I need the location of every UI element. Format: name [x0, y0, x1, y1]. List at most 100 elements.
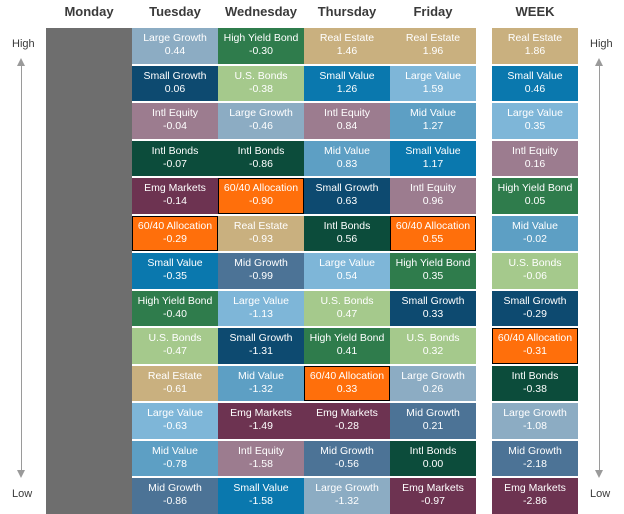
cell-asset-name: 60/40 Allocation	[137, 219, 213, 232]
cell-week-8: 60/40 Allocation -0.31	[492, 328, 578, 364]
cell-asset-name: Large Value	[147, 407, 203, 419]
cell-asset-name: Intl Bonds	[151, 144, 199, 157]
cell-asset-name: High Yield Bond	[309, 332, 385, 344]
cell-thursday-1: Small Value 1.26	[304, 65, 390, 101]
cell-wednesday-2: Large Growth -0.46	[218, 103, 304, 139]
cell-asset-name: 60/40 Allocation	[223, 182, 299, 194]
cell-value: -0.38	[249, 82, 273, 95]
cell-thursday-7: U.S. Bonds 0.47	[304, 290, 390, 326]
cell-value: 0.47	[336, 307, 358, 320]
cell-friday-10: Mid Growth 0.21	[390, 403, 476, 439]
cell-wednesday-1: U.S. Bonds -0.38	[218, 65, 304, 101]
cell-value: 0.56	[336, 232, 358, 245]
cell-tuesday-4: Emg Markets -0.14	[132, 178, 218, 214]
cell-value: -0.46	[249, 120, 273, 132]
cell-value: 0.16	[524, 157, 546, 170]
cell-asset-name: U.S. Bonds	[320, 294, 374, 307]
cell-asset-name: Large Growth	[143, 32, 207, 44]
cell-asset-name: Mid Growth	[234, 257, 288, 269]
cell-wednesday-4: 60/40 Allocation -0.90	[218, 178, 304, 214]
cell-value: 1.17	[422, 157, 444, 170]
cell-friday-12: Emg Markets -0.97	[390, 478, 476, 514]
cell-week-3: Intl Equity 0.16	[492, 140, 578, 176]
low-label-left: Low	[12, 488, 33, 500]
cell-value: -1.13	[249, 307, 273, 320]
cell-friday-2: Mid Value 1.27	[390, 103, 476, 139]
cell-week-4: High Yield Bond 0.05	[492, 178, 578, 214]
cell-value: -2.18	[523, 457, 547, 470]
cell-asset-name: Large Value	[233, 294, 289, 307]
cell-asset-name: Large Growth	[401, 369, 465, 382]
cell-week-0: Real Estate 1.86	[492, 28, 578, 64]
cell-asset-name: Mid Growth	[406, 407, 460, 419]
cell-asset-name: Intl Bonds	[511, 369, 559, 382]
cell-wednesday-12: Small Value -1.58	[218, 478, 304, 514]
cell-thursday-5: Intl Bonds 0.56	[304, 215, 390, 251]
cell-value: -0.63	[163, 420, 187, 432]
cell-asset-name: Mid Value	[410, 107, 456, 119]
cell-value: 0.54	[336, 270, 358, 282]
cell-asset-name: 60/40 Allocation	[497, 332, 573, 344]
arrow-right-up-head	[595, 58, 603, 66]
cell-asset-name: Small Value	[405, 144, 461, 157]
cell-wednesday-9: Mid Value -1.32	[218, 365, 304, 401]
cell-week-2: Large Value 0.35	[492, 103, 578, 139]
cell-value: 1.26	[336, 82, 358, 95]
cell-asset-name: U.S. Bonds	[234, 69, 288, 82]
cell-value: -0.04	[163, 120, 187, 132]
cell-asset-name: Real Estate	[233, 219, 289, 232]
cell-thursday-0: Real Estate 1.46	[304, 28, 390, 64]
cell-asset-name: Real Estate	[147, 369, 203, 382]
cell-value: -0.47	[163, 345, 187, 357]
cell-asset-name: 60/40 Allocation	[395, 219, 471, 232]
column-header-friday: Friday	[413, 4, 453, 19]
high-label-left: High	[12, 38, 35, 50]
cell-week-9: Intl Bonds -0.38	[492, 365, 578, 401]
cell-value: -2.86	[523, 495, 547, 507]
cell-thursday-8: High Yield Bond 0.41	[304, 328, 390, 364]
cell-value: -1.58	[249, 495, 273, 507]
cell-value: -0.30	[249, 45, 273, 57]
column-header-thursday: Thursday	[317, 4, 377, 19]
cell-asset-name: Intl Equity	[323, 107, 371, 119]
high-label-right: High	[590, 38, 613, 50]
cell-asset-name: Mid Value	[238, 369, 284, 382]
cell-asset-name: Intl Equity	[409, 182, 457, 194]
cell-wednesday-5: Real Estate -0.93	[218, 215, 304, 251]
cell-asset-name: Intl Equity	[151, 107, 199, 119]
cell-asset-name: Mid Value	[512, 219, 558, 232]
cell-asset-name: Mid Value	[324, 144, 370, 157]
cell-friday-3: Small Value 1.17	[390, 140, 476, 176]
cell-week-11: Mid Growth -2.18	[492, 440, 578, 476]
cell-wednesday-11: Intl Equity -1.58	[218, 440, 304, 476]
cell-asset-name: Emg Markets	[230, 407, 292, 419]
cell-asset-name: Intl Equity	[511, 144, 559, 157]
arrow-left-down-head	[17, 470, 25, 478]
cell-value: -1.08	[523, 420, 547, 432]
cell-friday-5: 60/40 Allocation 0.55	[390, 215, 476, 251]
cell-value: -1.49	[249, 420, 273, 432]
cell-wednesday-3: Intl Bonds -0.86	[218, 140, 304, 176]
low-label-right: Low	[590, 488, 611, 500]
cell-asset-name: Mid Growth	[508, 444, 562, 457]
cell-value: 0.55	[422, 232, 444, 245]
cell-value: -0.14	[163, 195, 187, 207]
cell-value: -0.78	[163, 457, 187, 470]
cell-value: -0.97	[421, 495, 445, 507]
cell-week-10: Large Growth -1.08	[492, 403, 578, 439]
cell-asset-name: U.S. Bonds	[406, 332, 460, 344]
cell-asset-name: High Yield Bond	[137, 294, 213, 307]
column-header-tuesday: Tuesday	[149, 4, 201, 19]
cell-value: -0.90	[249, 195, 273, 207]
cell-value: 0.35	[422, 270, 444, 282]
cell-value: -1.58	[249, 457, 273, 470]
cell-thursday-12: Large Growth -1.32	[304, 478, 390, 514]
cell-asset-name: Small Value	[319, 69, 375, 82]
cell-friday-8: U.S. Bonds 0.32	[390, 328, 476, 364]
cell-value: -0.40	[163, 307, 187, 320]
cell-value: -0.93	[249, 232, 273, 245]
cell-tuesday-8: U.S. Bonds -0.47	[132, 328, 218, 364]
cell-value: -0.99	[249, 270, 273, 282]
cell-asset-name: Large Value	[405, 69, 461, 82]
cell-value: 0.63	[336, 195, 358, 207]
